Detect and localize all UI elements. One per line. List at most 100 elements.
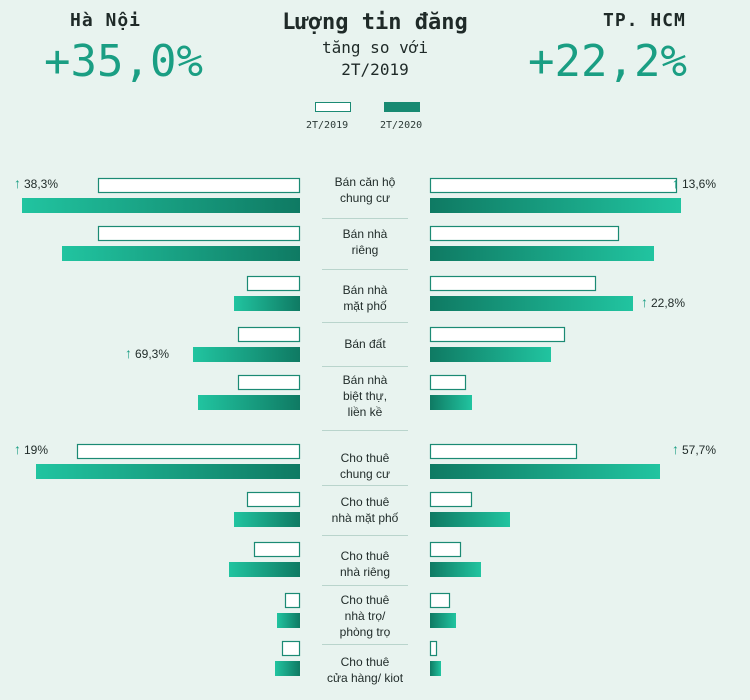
bar-hcm-2019 <box>429 177 678 194</box>
bar-hcm-2020 <box>430 613 456 628</box>
category-label-line: Bán đất <box>344 337 386 351</box>
category-separator <box>322 430 408 431</box>
growth-annotation: ↑ 69,3% <box>125 345 169 361</box>
category-separator <box>322 322 408 323</box>
bar-hanoi-2019 <box>76 443 301 460</box>
title-line-2: tăng so với <box>322 38 428 57</box>
category-separator <box>322 218 408 219</box>
category-label-line: chung cư <box>339 191 391 205</box>
title-line-3: 2T/2019 <box>341 60 409 79</box>
growth-value: 13,6% <box>682 177 717 191</box>
bar-hcm-2019 <box>429 275 597 292</box>
category-label: Bán nhà biệt thự, liền kề <box>315 372 415 420</box>
bar-hcm-2019 <box>429 443 578 460</box>
category-label-line: Cho thuê <box>340 655 390 669</box>
hanoi-change: +35,0% <box>44 36 203 87</box>
bar-hanoi-2019 <box>281 640 301 657</box>
bar-hcm-2019 <box>429 640 438 657</box>
category-label-line: biệt thự, <box>342 389 388 403</box>
bar-hanoi-2020 <box>36 464 300 479</box>
bar-hanoi-2020 <box>275 661 300 676</box>
category-label-line: Bán nhà <box>342 227 388 241</box>
bar-hcm-2020 <box>430 512 510 527</box>
bar-hcm-2020 <box>430 562 481 577</box>
bar-hanoi-2019 <box>284 592 301 609</box>
category-label-line: nhà riêng <box>339 565 391 579</box>
category-label-line: Bán nhà <box>342 373 388 387</box>
hcm-label: TP. HCM <box>603 10 686 31</box>
category-label: Cho thuê chung cư <box>315 450 415 482</box>
category-label-line: mặt phố <box>343 299 387 313</box>
arrow-up-icon: ↑ <box>14 175 21 191</box>
legend-label-2020: 2T/2020 <box>380 120 423 131</box>
bar-hanoi-2019 <box>237 374 301 391</box>
arrow-up-icon: ↑ <box>14 441 21 457</box>
category-label: Bán nhà riêng <box>315 226 415 258</box>
category-label-line: Cho thuê <box>340 495 390 509</box>
bar-hcm-2020 <box>430 347 551 362</box>
bar-hcm-2019 <box>429 374 467 391</box>
growth-value: 57,7% <box>682 443 717 457</box>
legend-swatch-2019 <box>315 102 351 112</box>
title-line-1: Lượng tin đăng <box>282 10 468 35</box>
growth-value: 22,8% <box>651 296 686 310</box>
bar-hanoi-2019 <box>97 225 301 242</box>
category-label: Bán căn hộ chung cư <box>315 174 415 206</box>
category-label-line: liền kề <box>347 405 383 419</box>
growth-annotation: ↑ 38,3% <box>14 175 58 191</box>
legend-swatch-2020 <box>384 102 420 112</box>
category-label-line: nhà mặt phố <box>331 511 399 525</box>
bar-hanoi-2019 <box>253 541 301 558</box>
bar-hanoi-2020 <box>229 562 300 577</box>
bar-hcm-2020 <box>430 246 654 261</box>
category-label: Cho thuê nhà trọ/phòng trọ <box>315 592 415 640</box>
arrow-up-icon: ↑ <box>125 345 132 361</box>
category-separator <box>322 269 408 270</box>
category-label-line: Bán căn hộ <box>334 175 396 189</box>
category-label-line: Bán nhà <box>342 283 388 297</box>
category-label-line: Cho thuê <box>340 451 390 465</box>
growth-annotation: ↑ 13,6% <box>672 175 716 191</box>
growth-value: 69,3% <box>135 347 170 361</box>
bar-hcm-2019 <box>429 491 473 508</box>
bar-hcm-2019 <box>429 592 451 609</box>
hanoi-label: Hà Nội <box>70 10 142 31</box>
bar-hanoi-2019 <box>237 326 301 343</box>
arrow-up-icon: ↑ <box>672 441 679 457</box>
bar-hcm-2019 <box>429 225 620 242</box>
category-label-line: cửa hàng/ kiot <box>326 671 404 685</box>
category-label-line: phòng trọ <box>339 625 391 639</box>
category-label-line: riêng <box>351 243 379 257</box>
category-label: Bán nhà mặt phố <box>315 282 415 314</box>
bar-hanoi-2020 <box>234 512 300 527</box>
category-label: Bán đất <box>315 336 415 352</box>
bar-hcm-2020 <box>430 464 660 479</box>
growth-annotation: ↑ 57,7% <box>672 441 716 457</box>
category-separator <box>322 585 408 586</box>
arrow-up-icon: ↑ <box>641 294 648 310</box>
category-separator <box>322 535 408 536</box>
hcm-change: +22,2% <box>528 36 687 87</box>
category-label-line: chung cư <box>339 467 391 481</box>
bar-hanoi-2019 <box>246 275 301 292</box>
growth-value: 19% <box>24 443 49 457</box>
category-label-line: Cho thuê <box>340 549 390 563</box>
arrow-up-icon: ↑ <box>672 175 679 191</box>
bar-hcm-2020 <box>430 198 681 213</box>
bar-hanoi-2020 <box>277 613 300 628</box>
category-label-line: nhà trọ/ <box>344 609 386 623</box>
bar-hanoi-2019 <box>246 491 301 508</box>
category-separator <box>322 366 408 367</box>
growth-annotation: ↑ 22,8% <box>641 294 685 310</box>
bar-hanoi-2020 <box>62 246 300 261</box>
category-label: Cho thuê nhà mặt phố <box>315 494 415 526</box>
bar-hcm-2020 <box>430 296 633 311</box>
category-separator <box>322 485 408 486</box>
category-separator <box>322 644 408 645</box>
bar-hcm-2020 <box>430 395 472 410</box>
bar-hcm-2020 <box>430 661 441 676</box>
bar-hcm-2019 <box>429 326 566 343</box>
category-label: Cho thuê nhà riêng <box>315 548 415 580</box>
